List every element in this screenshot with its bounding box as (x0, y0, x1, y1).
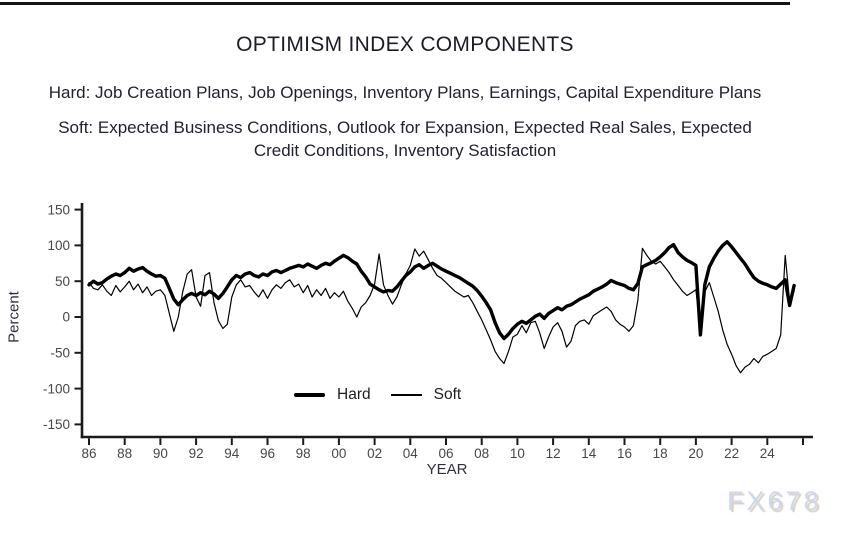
x-axis-title: YEAR (426, 461, 468, 478)
x-tick-label: 86 (81, 446, 96, 461)
x-tick-label: 22 (724, 446, 739, 461)
y-tick-label: -150 (43, 417, 70, 432)
x-tick-label: 04 (403, 446, 419, 461)
top-rule (0, 2, 790, 5)
legend-label-soft: Soft (433, 386, 462, 403)
legend-label-hard: Hard (337, 386, 371, 403)
y-tick-label: 50 (55, 274, 70, 289)
series-line-hard (87, 240, 796, 341)
x-tick-label: 24 (760, 446, 776, 461)
y-tick-label: -50 (50, 346, 70, 361)
x-tick-label: 20 (688, 446, 703, 461)
page-title: OPTIMISM INDEX COMPONENTS (236, 33, 574, 56)
soft-line-swatch (390, 394, 422, 396)
y-axis-title: Percent (5, 291, 23, 343)
x-tick-label: 18 (653, 446, 668, 461)
x-tick-label: 88 (117, 446, 132, 461)
soft-description-line-1: Soft: Expected Business Conditions, Outl… (58, 118, 752, 137)
legend: Hard Soft (294, 386, 469, 404)
hard-line-swatch (294, 393, 325, 397)
x-tick-label: 14 (581, 446, 597, 461)
series-line-soft (88, 247, 795, 374)
x-tick-label: 12 (546, 446, 561, 461)
y-tick-label: -100 (43, 381, 70, 396)
hard-components-description: Hard: Job Creation Plans, Job Openings, … (48, 83, 762, 102)
y-tick-label: 0 (62, 310, 70, 325)
y-tick-label: 150 (47, 202, 70, 217)
x-tick-label: 00 (331, 446, 346, 461)
x-tick-label: 98 (296, 446, 311, 461)
x-tick-label: 02 (367, 446, 382, 461)
fx678-watermark: FX678 (727, 486, 822, 516)
x-tick-label: 96 (260, 446, 275, 461)
y-tick-label: 100 (47, 238, 70, 253)
soft-components-description: Soft: Expected Business Conditions, Outl… (0, 116, 810, 162)
x-tick-label: 10 (510, 446, 525, 461)
soft-description-line-2: Credit Conditions, Inventory Satisfactio… (253, 141, 557, 160)
x-tick-label: 06 (438, 446, 453, 461)
x-tick-label: 90 (153, 446, 168, 461)
x-tick-label: 16 (617, 446, 632, 461)
x-tick-label: 92 (189, 446, 204, 461)
x-tick-label: 08 (474, 446, 489, 461)
x-tick-label: 94 (224, 446, 240, 461)
